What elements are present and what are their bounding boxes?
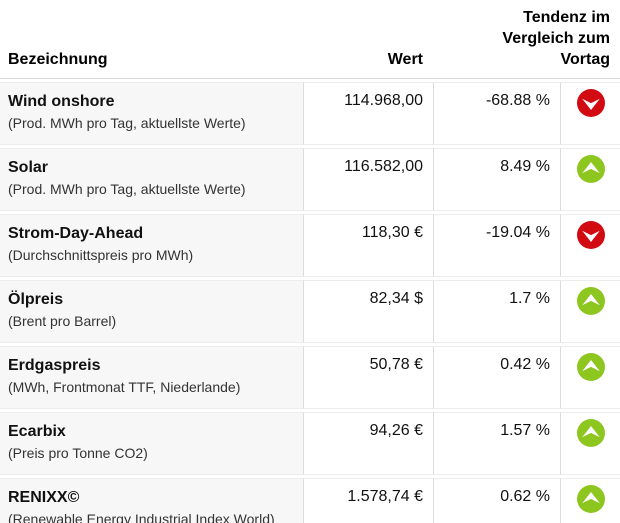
row-description: (Prod. MWh pro Tag, aktuellste Werte) bbox=[8, 115, 246, 131]
row-description: (MWh, Frontmonat TTF, Niederlande) bbox=[8, 379, 241, 395]
arrow-up-icon bbox=[576, 287, 605, 315]
row-name-cell: Wind onshore (Prod. MWh pro Tag, aktuell… bbox=[0, 82, 303, 145]
table-row: Ecarbix (Preis pro Tonne CO2) 94,26 € 1.… bbox=[0, 412, 620, 475]
row-description: (Preis pro Tonne CO2) bbox=[8, 445, 148, 461]
row-title: Ecarbix bbox=[8, 423, 66, 440]
row-value: 114.968,00 bbox=[303, 82, 433, 145]
row-value: 116.582,00 bbox=[303, 148, 433, 211]
row-name-cell: Erdgaspreis (MWh, Frontmonat TTF, Nieder… bbox=[0, 346, 303, 409]
row-value: 94,26 € bbox=[303, 412, 433, 475]
tendenz-line-3: Vortag bbox=[560, 51, 610, 68]
row-change-percent: 0.42 % bbox=[433, 346, 560, 409]
row-title: Solar bbox=[8, 159, 49, 176]
row-name-cell: Strom-Day-Ahead (Durchschnittspreis pro … bbox=[0, 214, 303, 277]
column-header-bezeichnung: Bezeichnung bbox=[0, 3, 303, 79]
row-name-cell: Ecarbix (Preis pro Tonne CO2) bbox=[0, 412, 303, 475]
row-value: 50,78 € bbox=[303, 346, 433, 409]
table-row: Strom-Day-Ahead (Durchschnittspreis pro … bbox=[0, 214, 620, 277]
row-name-cell: Ölpreis (Brent pro Barrel) bbox=[0, 280, 303, 343]
row-change-percent: -19.04 % bbox=[433, 214, 560, 277]
row-trend-cell bbox=[560, 346, 620, 409]
row-change-percent: 1.57 % bbox=[433, 412, 560, 475]
column-header-wert: Wert bbox=[303, 3, 433, 79]
arrow-up-icon bbox=[576, 485, 605, 513]
row-value: 118,30 € bbox=[303, 214, 433, 277]
row-change-percent: 8.49 % bbox=[433, 148, 560, 211]
table-row: Solar (Prod. MWh pro Tag, aktuellste Wer… bbox=[0, 148, 620, 211]
row-value: 82,34 $ bbox=[303, 280, 433, 343]
row-name-cell: Solar (Prod. MWh pro Tag, aktuellste Wer… bbox=[0, 148, 303, 211]
table-row: Ölpreis (Brent pro Barrel) 82,34 $ 1.7 % bbox=[0, 280, 620, 343]
row-trend-cell bbox=[560, 412, 620, 475]
row-title: RENIXX© bbox=[8, 489, 80, 506]
row-description: (Prod. MWh pro Tag, aktuellste Werte) bbox=[8, 181, 246, 197]
row-trend-cell bbox=[560, 478, 620, 523]
row-change-percent: -68.88 % bbox=[433, 82, 560, 145]
row-description: (Durchschnittspreis pro MWh) bbox=[8, 247, 194, 263]
row-description: (Renewable Energy Industrial Index World… bbox=[8, 511, 275, 523]
arrow-down-icon bbox=[576, 89, 605, 117]
row-change-percent: 1.7 % bbox=[433, 280, 560, 343]
table-header-row: Bezeichnung Wert Tendenz im Vergleich zu… bbox=[0, 3, 620, 79]
row-description: (Brent pro Barrel) bbox=[8, 313, 117, 329]
row-title: Erdgaspreis bbox=[8, 357, 101, 374]
arrow-up-icon bbox=[576, 155, 605, 183]
row-title: Strom-Day-Ahead bbox=[8, 225, 144, 242]
column-header-tendenz: Tendenz im Vergleich zum Vortag bbox=[433, 3, 620, 79]
arrow-up-icon bbox=[576, 353, 605, 381]
tendenz-line-1: Tendenz im bbox=[523, 9, 610, 26]
table-row: Erdgaspreis (MWh, Frontmonat TTF, Nieder… bbox=[0, 346, 620, 409]
row-trend-cell bbox=[560, 82, 620, 145]
row-trend-cell bbox=[560, 148, 620, 211]
row-name-cell: RENIXX© (Renewable Energy Industrial Ind… bbox=[0, 478, 303, 523]
row-title: Wind onshore bbox=[8, 93, 115, 110]
table-row: Wind onshore (Prod. MWh pro Tag, aktuell… bbox=[0, 82, 620, 145]
tendenz-line-2: Vergleich zum bbox=[502, 30, 610, 47]
arrow-up-icon bbox=[576, 419, 605, 447]
table-row: RENIXX© (Renewable Energy Industrial Ind… bbox=[0, 478, 620, 523]
row-value: 1.578,74 € bbox=[303, 478, 433, 523]
row-trend-cell bbox=[560, 214, 620, 277]
row-change-percent: 0.62 % bbox=[433, 478, 560, 523]
arrow-down-icon bbox=[576, 221, 605, 249]
row-trend-cell bbox=[560, 280, 620, 343]
row-title: Ölpreis bbox=[8, 291, 64, 308]
